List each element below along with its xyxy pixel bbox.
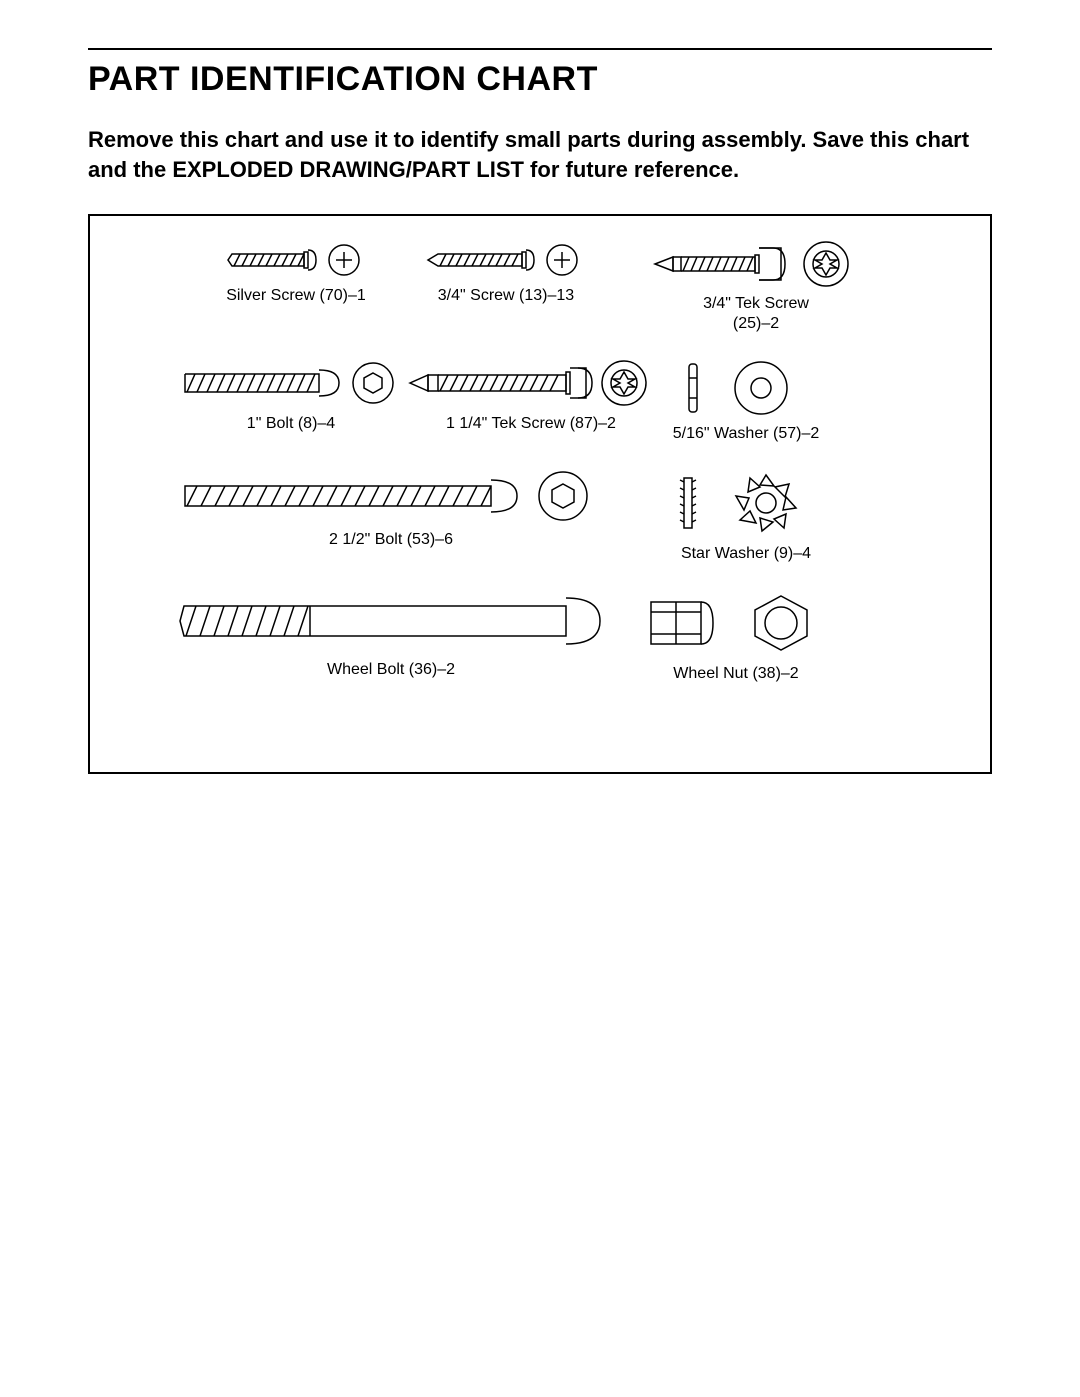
part-label: 1" Bolt (8)–4 xyxy=(247,414,335,434)
part-bolt-1: 1" Bolt (8)–4 xyxy=(176,358,406,434)
page: PART IDENTIFICATION CHART Remove this ch… xyxy=(0,0,1080,1397)
top-rule xyxy=(88,48,992,50)
part-wheel-nut: Wheel Nut (38)–2 xyxy=(636,588,836,684)
part-tek-screw-1-14: 1 1/4" Tek Screw (87)–2 xyxy=(406,358,656,434)
tek-screw-1-14-icon xyxy=(406,358,656,408)
chart-box: Silver Screw (70)–1 xyxy=(88,214,992,774)
instructions-text: Remove this chart and use it to identify… xyxy=(88,125,992,184)
page-title: PART IDENTIFICATION CHART xyxy=(88,60,992,99)
part-label: 3/4" Tek Screw (25)–2 xyxy=(703,294,809,334)
part-label: 2 1/2" Bolt (53)–6 xyxy=(329,530,453,550)
part-bolt-2-12: 2 1/2" Bolt (53)–6 xyxy=(176,468,606,550)
wheel-bolt-icon xyxy=(176,588,606,654)
part-silver-screw: Silver Screw (70)–1 xyxy=(191,240,401,306)
screw-3-4-icon xyxy=(426,240,586,280)
part-tek-screw-3-4: 3/4" Tek Screw (25)–2 xyxy=(641,240,871,334)
silver-screw-icon xyxy=(226,240,366,280)
part-label: Silver Screw (70)–1 xyxy=(226,286,366,306)
part-star-washer: Star Washer (9)–4 xyxy=(656,468,836,564)
bolt-2-12-icon xyxy=(181,468,601,524)
part-label: 5/16" Washer (57)–2 xyxy=(673,424,820,444)
part-screw-3-4: 3/4" Screw (13)–13 xyxy=(401,240,611,306)
bolt-1-icon xyxy=(181,358,401,408)
part-label: Star Washer (9)–4 xyxy=(681,544,811,564)
star-washer-icon xyxy=(666,468,826,538)
part-label: Wheel Nut (38)–2 xyxy=(673,664,798,684)
part-label: 3/4" Screw (13)–13 xyxy=(438,286,574,306)
part-label: 1 1/4" Tek Screw (87)–2 xyxy=(446,414,616,434)
wheel-nut-icon xyxy=(641,588,831,658)
washer-5-16-icon xyxy=(671,358,821,418)
part-washer-5-16: 5/16" Washer (57)–2 xyxy=(656,358,836,444)
part-wheel-bolt: Wheel Bolt (36)–2 xyxy=(176,588,606,680)
part-label: Wheel Bolt (36)–2 xyxy=(327,660,455,680)
tek-screw-3-4-icon xyxy=(651,240,861,288)
